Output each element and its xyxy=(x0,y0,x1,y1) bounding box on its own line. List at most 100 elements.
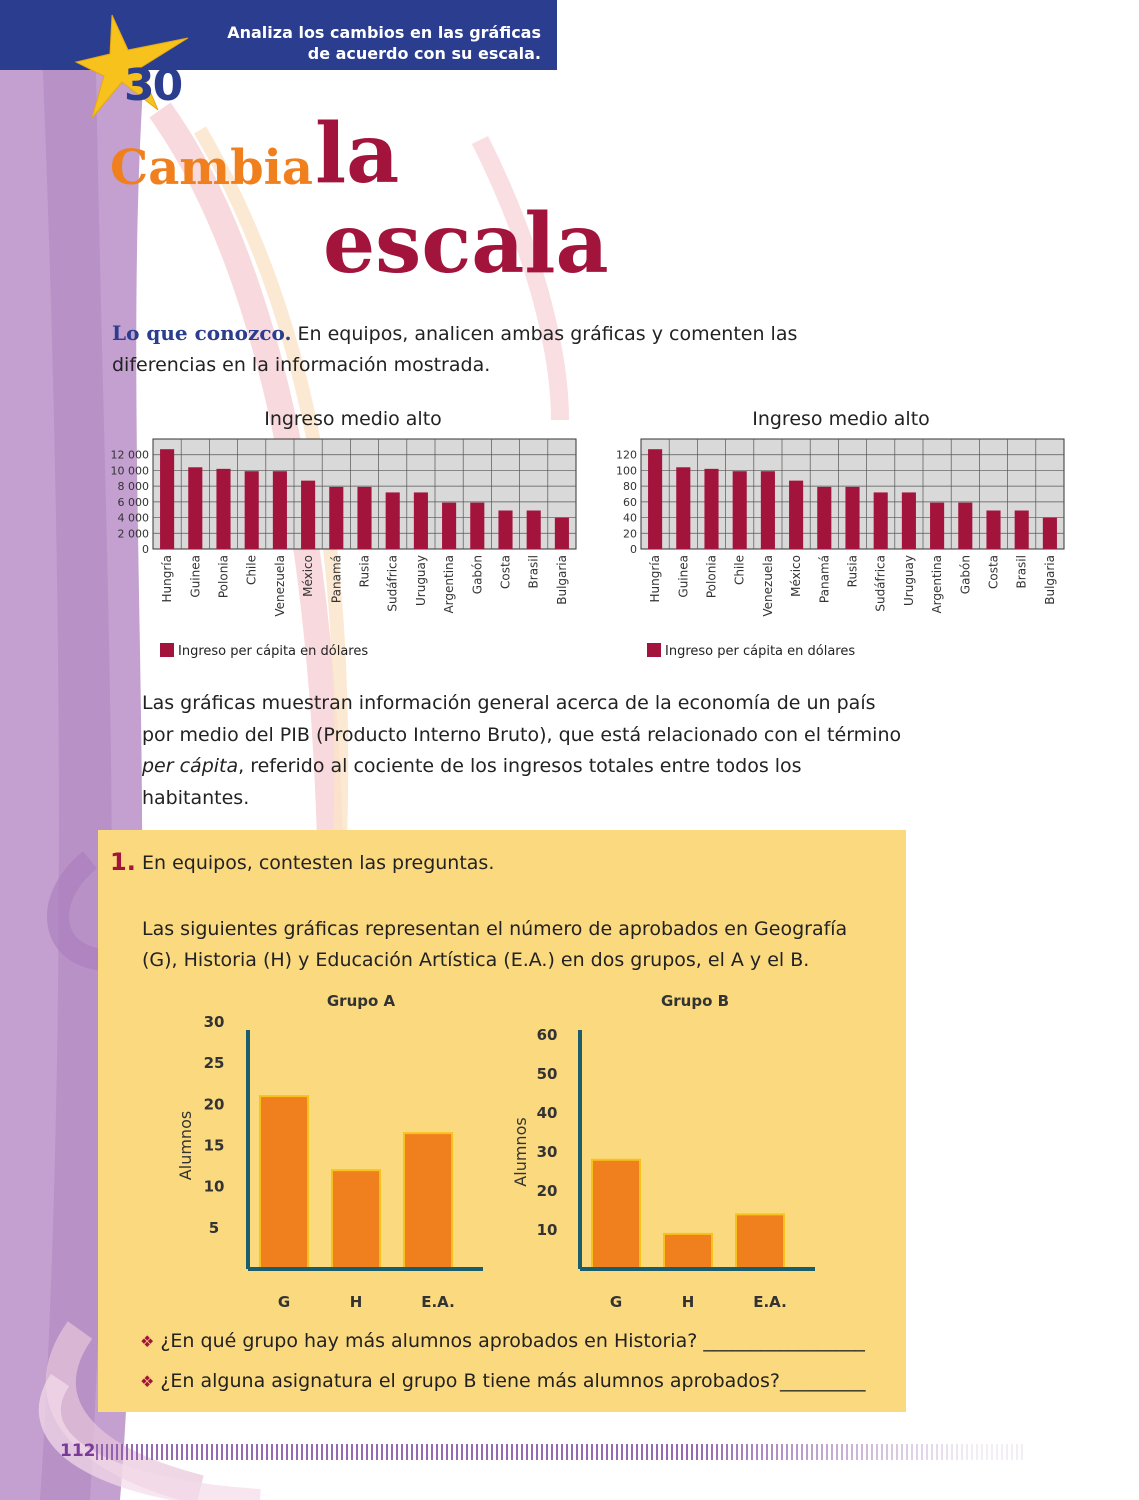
y-tick-label: 25 xyxy=(204,1054,225,1072)
footer-tick xyxy=(421,1444,423,1460)
footer-tick xyxy=(141,1444,143,1460)
footer-tick xyxy=(961,1444,963,1460)
footer-tick xyxy=(591,1444,593,1460)
y-tick-label: 40 xyxy=(623,512,637,525)
y-tick-label: 80 xyxy=(623,480,637,493)
footer-tick xyxy=(356,1444,358,1460)
footer-tick xyxy=(391,1444,393,1460)
y-tick-label: 10 xyxy=(537,1221,558,1239)
footer-tick xyxy=(621,1444,623,1460)
footer-tick xyxy=(611,1444,613,1460)
footer-tick xyxy=(401,1444,403,1460)
y-tick-label: 2 000 xyxy=(118,527,150,540)
chart2-legend: Ingreso per cápita en dólares xyxy=(647,643,855,659)
legend-swatch xyxy=(160,643,174,657)
footer-tick xyxy=(656,1444,658,1460)
y-tick-label: 30 xyxy=(537,1143,558,1161)
question-instruction: En equipos, contesten las preguntas. xyxy=(142,852,495,874)
bar xyxy=(442,502,457,549)
footer-tick xyxy=(871,1444,873,1460)
chart1-legend: Ingreso per cápita en dólares xyxy=(160,643,368,659)
footer-tick xyxy=(676,1444,678,1460)
title-word-escala: escala xyxy=(323,196,609,292)
x-tick-label: Hungría xyxy=(160,555,174,602)
footer-tick xyxy=(221,1444,223,1460)
x-tick-label: Rusia xyxy=(846,555,860,587)
footer-tick xyxy=(531,1444,533,1460)
footer-tick xyxy=(326,1444,328,1460)
footer-tick xyxy=(381,1444,383,1460)
x-tick-label: Rusia xyxy=(358,555,372,587)
footer-tick xyxy=(601,1444,603,1460)
title-word-la: la xyxy=(315,106,400,202)
intro-lead: Lo que conozco. xyxy=(112,321,292,345)
footer-tick xyxy=(181,1444,183,1460)
footer-tick xyxy=(911,1444,913,1460)
footer-tick xyxy=(151,1444,153,1460)
x-tick-label: E.A. xyxy=(421,1293,455,1311)
bar xyxy=(930,502,945,549)
footer-tick xyxy=(271,1444,273,1460)
footer-tick xyxy=(711,1444,713,1460)
bar xyxy=(357,486,372,549)
bar xyxy=(329,486,344,549)
footer-tick xyxy=(836,1444,838,1460)
footer-tick xyxy=(776,1444,778,1460)
x-tick-label: Panamá xyxy=(817,555,831,603)
footer-tick xyxy=(786,1444,788,1460)
footer-tick xyxy=(696,1444,698,1460)
footer-tick xyxy=(351,1444,353,1460)
footer-tick xyxy=(171,1444,173,1460)
footer-tick xyxy=(801,1444,803,1460)
footer-tick xyxy=(206,1444,208,1460)
footer-tick xyxy=(861,1444,863,1460)
footer-tick xyxy=(1006,1444,1008,1460)
footer-tick xyxy=(966,1444,968,1460)
footer-tick xyxy=(431,1444,433,1460)
activity-box xyxy=(98,830,906,1412)
y-tick-label: 0 xyxy=(142,543,149,556)
page-number: 112 xyxy=(60,1441,96,1461)
bar xyxy=(901,492,916,549)
footer-tick xyxy=(226,1444,228,1460)
footer-tick xyxy=(396,1444,398,1460)
footer-tick xyxy=(246,1444,248,1460)
footer-tick xyxy=(241,1444,243,1460)
y-tick-label: 40 xyxy=(537,1104,558,1122)
footer-tick xyxy=(661,1444,663,1460)
footer-tick xyxy=(641,1444,643,1460)
footer-tick xyxy=(796,1444,798,1460)
legend-swatch xyxy=(647,643,661,657)
footer-tick xyxy=(281,1444,283,1460)
bar xyxy=(160,449,175,549)
footer-tick xyxy=(831,1444,833,1460)
x-tick-label: Brasil xyxy=(527,555,541,588)
question-bullet-2: ❖ ¿En alguna asignatura el grupo B tiene … xyxy=(140,1370,866,1392)
footer-tick xyxy=(996,1444,998,1460)
y-tick-label: 30 xyxy=(204,1013,225,1031)
explanation-paragraph: Las gráficas muestran información genera… xyxy=(142,692,902,809)
x-tick-label: E.A. xyxy=(753,1293,787,1311)
x-tick-label: Gabón xyxy=(958,555,972,594)
footer-tick xyxy=(121,1444,123,1460)
footer-tick xyxy=(321,1444,323,1460)
x-tick-label: G xyxy=(278,1293,290,1311)
footer-tick xyxy=(686,1444,688,1460)
footer-tick xyxy=(476,1444,478,1460)
bar xyxy=(413,492,428,549)
x-tick-label: Chile xyxy=(245,555,259,585)
bar xyxy=(648,449,663,549)
footer-tick xyxy=(926,1444,928,1460)
footer-tick xyxy=(916,1444,918,1460)
footer-tick xyxy=(566,1444,568,1460)
footer-tick xyxy=(941,1444,943,1460)
footer-tick xyxy=(361,1444,363,1460)
footer-tick xyxy=(501,1444,503,1460)
y-tick-label: 12 000 xyxy=(111,449,150,462)
footer-tick xyxy=(166,1444,168,1460)
y-tick-label: 10 000 xyxy=(111,464,150,477)
bar xyxy=(663,1232,713,1270)
footer-tick xyxy=(951,1444,953,1460)
bar xyxy=(216,468,231,549)
footer-tick xyxy=(111,1444,113,1460)
